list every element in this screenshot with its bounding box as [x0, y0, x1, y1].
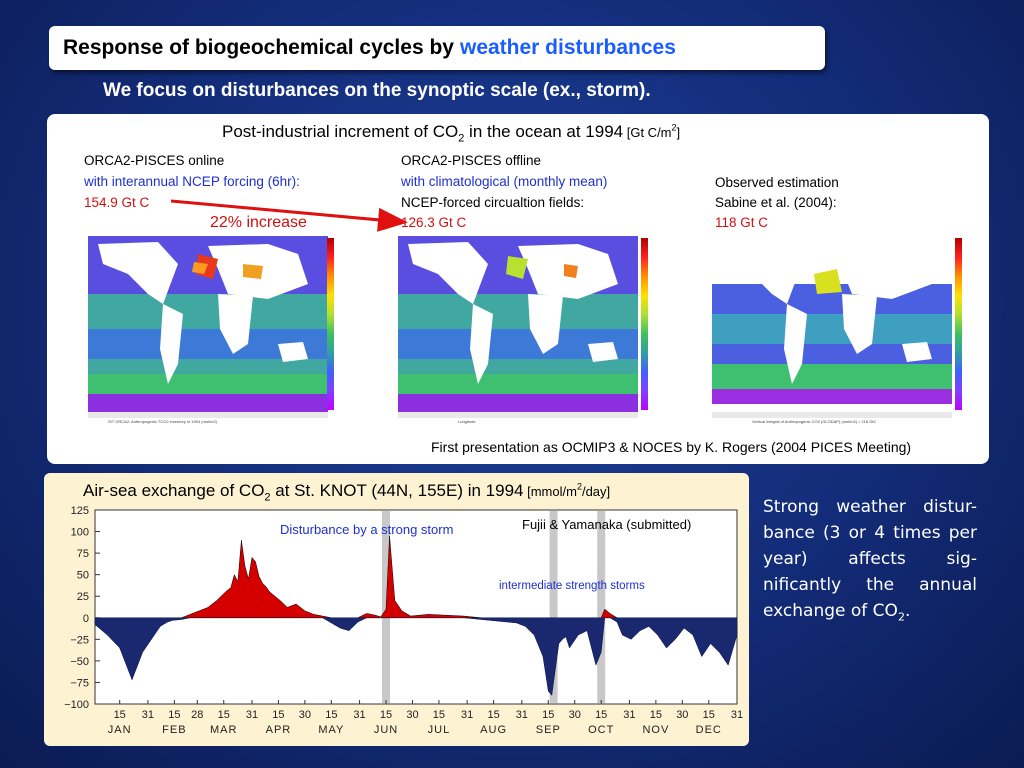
x-day-label: 15 — [168, 709, 180, 721]
observed-value: 118 Gt C — [715, 215, 769, 230]
maps-footnote: First presentation as OCMIP3 & NOCES by … — [431, 439, 912, 455]
x-day-label: 15 — [433, 709, 445, 721]
x-month-label: SEP — [536, 724, 561, 736]
x-day-label: 31 — [246, 709, 258, 721]
x-month-label: AUG — [480, 724, 507, 736]
x-day-label: 15 — [542, 709, 554, 721]
x-month-label: MAY — [318, 724, 344, 736]
map-observed-caption: Vertical integral of Anthropogenic CO2 (… — [752, 419, 876, 424]
x-day-label: 15 — [703, 709, 715, 721]
plot-area — [94, 509, 738, 705]
flux-chart: 125 100 75 50 25 0 −25 −50 −75 −100 15 31 15 28 15 31 15… — [64, 505, 743, 736]
y-tick-label: −25 — [70, 634, 89, 646]
y-tick-label: −50 — [70, 656, 89, 668]
x-day-label: 15 — [650, 709, 662, 721]
online-value: 154.9 Gt C — [84, 195, 150, 210]
annotation-intermediate-storms: intermediate strength storms — [499, 580, 645, 592]
x-month-label: MAR — [210, 724, 237, 736]
x-day-label: 30 — [676, 709, 688, 721]
source-citation: Fujii & Yamanaka (submitted) — [522, 517, 691, 532]
x-month-label: NOV — [642, 724, 669, 736]
map-online: IST ORCA2: Anthropogenic TCO2 inventory … — [88, 236, 328, 424]
side-note: Strong weather distur-bance (3 or 4 time… — [763, 497, 977, 624]
offline-model-label: ORCA2-PISCES offline — [401, 153, 542, 168]
y-tick-label: 125 — [71, 505, 89, 517]
x-day-label: 15 — [380, 709, 392, 721]
x-month-label: JUL — [428, 724, 451, 736]
x-month-label: DEC — [696, 724, 722, 736]
slide-title-plain: Response of biogeochemical cycles by — [63, 36, 454, 59]
observed-source: Sabine et al. (2004): — [715, 195, 837, 210]
colorbar-offline — [641, 238, 648, 410]
x-day-label: 15 — [325, 709, 337, 721]
slide-title-accent: weather disturbances — [459, 36, 676, 59]
map-online-caption: IST ORCA2: Anthropogenic TCO2 inventory … — [108, 419, 218, 424]
x-day-label: 31 — [461, 709, 473, 721]
x-day-label: 15 — [487, 709, 499, 721]
storm-band-1 — [549, 511, 558, 703]
colorbar-online — [327, 238, 334, 410]
flux-chart-title: Air-sea exchange of CO2 at St. KNOT (44N… — [83, 481, 611, 504]
map-offline-axis: Longitude — [458, 419, 476, 424]
map-observed: Vertical integral of Anthropogenic CO2 (… — [712, 236, 952, 424]
map-offline: Longitude — [398, 236, 638, 424]
x-day-label: 15 — [272, 709, 284, 721]
x-month-label: FEB — [162, 724, 186, 736]
x-day-label: 31 — [353, 709, 365, 721]
online-model-label: ORCA2-PISCES online — [84, 153, 225, 168]
storm-band-2 — [597, 511, 606, 703]
x-day-label: 30 — [406, 709, 418, 721]
x-month-label: JAN — [108, 724, 132, 736]
x-day-label: 31 — [142, 709, 154, 721]
x-day-label: 15 — [218, 709, 230, 721]
annotation-strong-storm: Disturbance by a strong storm — [280, 522, 453, 537]
flux-chart-panel: Air-sea exchange of CO2 at St. KNOT (44N… — [44, 473, 749, 746]
x-month-label: JUN — [374, 724, 398, 736]
observed-label: Observed estimation — [715, 175, 839, 190]
y-tick-label: 25 — [77, 591, 89, 603]
slide-title: Response of biogeochemical cycles by wea… — [49, 26, 825, 70]
maps-panel-title: Post-industrial increment of CO2 in the … — [222, 122, 681, 145]
x-day-label: 28 — [191, 709, 203, 721]
x-day-label: 30 — [569, 709, 581, 721]
y-tick-label: 75 — [77, 548, 89, 560]
x-day-label: 31 — [516, 709, 528, 721]
ocean-maps-panel: Post-industrial increment of CO2 in the … — [47, 114, 989, 464]
series-negative-area — [94, 617, 738, 696]
y-tick-label: 100 — [71, 527, 89, 539]
x-month-label: APR — [266, 724, 292, 736]
y-tick-label: −75 — [70, 677, 89, 689]
increase-arrow — [170, 199, 408, 232]
y-tick-label: 50 — [77, 570, 89, 582]
x-day-label: 31 — [623, 709, 635, 721]
online-forcing-label: with interannual NCEP forcing (6hr): — [84, 174, 300, 189]
offline-forcing-label: with climatological (monthly mean) — [401, 174, 608, 189]
x-day-label: 30 — [299, 709, 311, 721]
x-day-label: 15 — [114, 709, 126, 721]
slide-subtitle: We focus on disturbances on the synoptic… — [103, 80, 651, 101]
y-tick-label: 0 — [83, 613, 89, 625]
x-month-label: OCT — [588, 724, 614, 736]
x-day-label: 15 — [595, 709, 607, 721]
y-tick-label: −100 — [64, 699, 89, 711]
offline-value: 126.3 Gt C — [401, 215, 467, 230]
offline-circulation-label: NCEP-forced circualtion fields: — [401, 195, 585, 210]
colorbar-observed — [955, 238, 962, 410]
increase-label: 22% increase — [210, 214, 307, 231]
x-day-label: 31 — [731, 709, 743, 721]
